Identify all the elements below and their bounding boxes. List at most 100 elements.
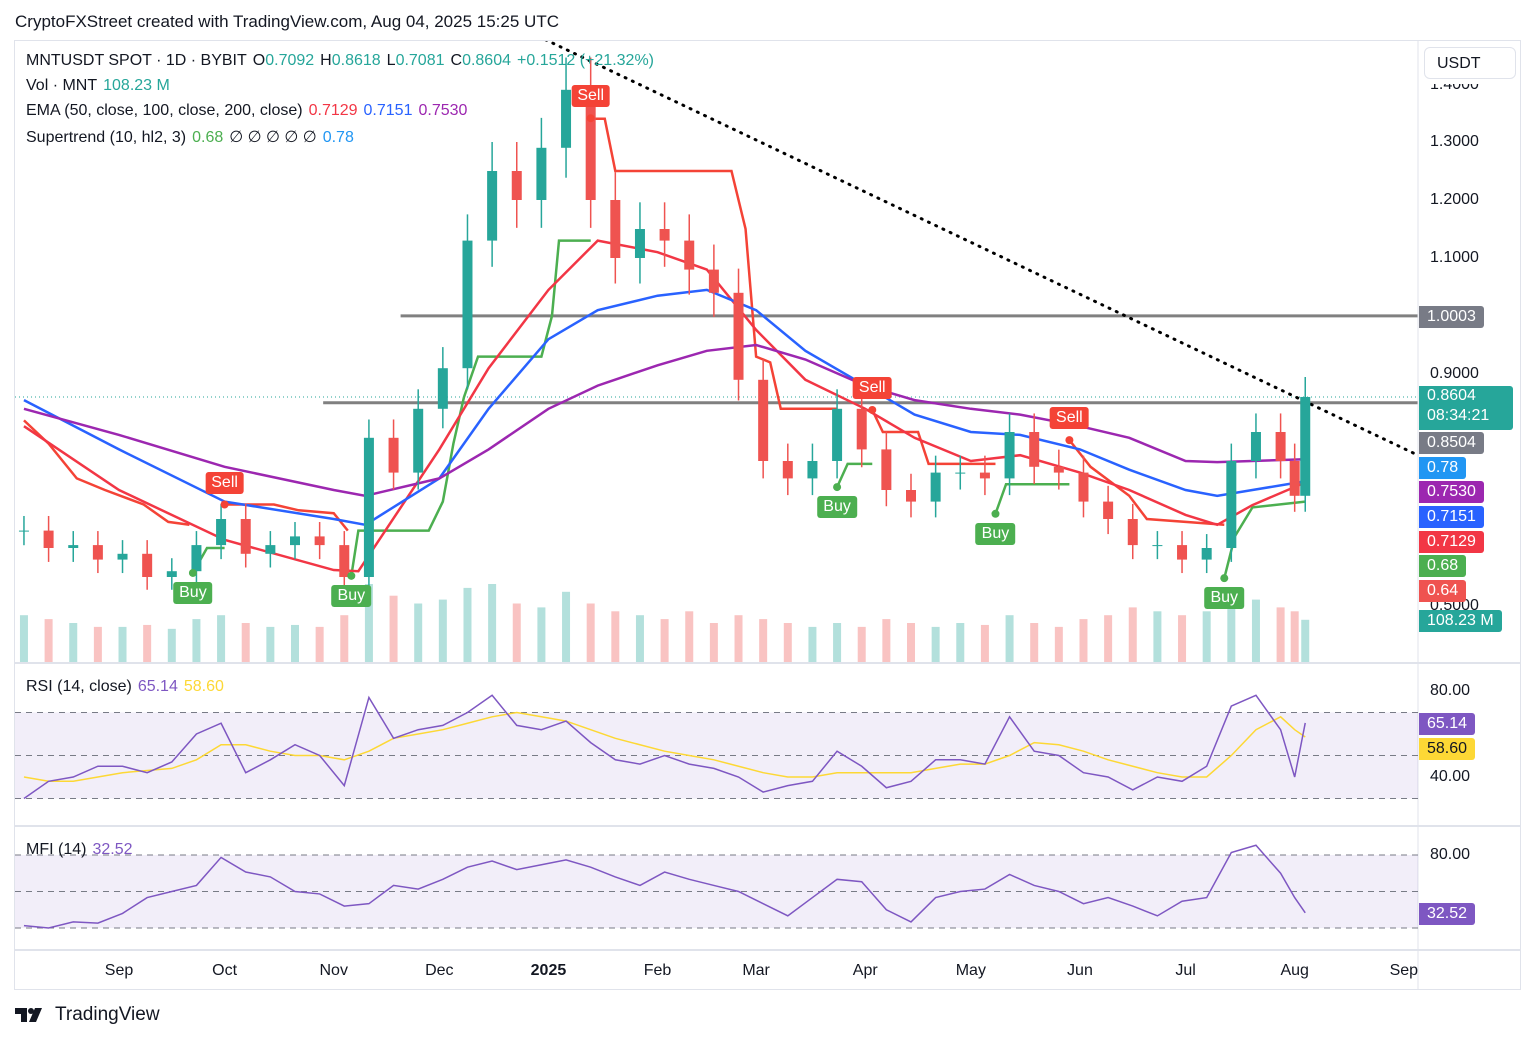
candle-body — [782, 461, 793, 479]
candle-body — [906, 490, 916, 502]
ema-label[interactable]: EMA (50, close, 100, close, 200, close) — [26, 102, 303, 119]
rsi-label[interactable]: RSI (14, close) — [26, 678, 132, 695]
ema100-line — [23, 288, 1306, 527]
mfi-label[interactable]: MFI (14) — [26, 841, 87, 858]
candle-body — [43, 530, 54, 548]
candle-body — [1103, 501, 1114, 519]
candle-body — [979, 472, 990, 479]
candle-body — [1152, 545, 1163, 547]
last-price-tag: 0.8604 08:34:21 — [1419, 386, 1513, 430]
volume-bar — [635, 615, 644, 662]
rsi-tick: 80.00 — [1430, 682, 1471, 699]
candle-body — [1201, 548, 1212, 560]
candle-body — [1127, 519, 1138, 546]
volume-bar — [389, 595, 398, 662]
candle-body — [585, 89, 596, 200]
level-tag-high: 1.0003 — [1419, 306, 1484, 328]
buy-signal-label: Buy — [173, 581, 213, 604]
volume-bar — [808, 626, 817, 662]
supertrend-up-value: 0.68 — [192, 129, 224, 146]
candle-body — [1289, 461, 1300, 496]
sell-signal-label: Sell — [852, 376, 892, 399]
low-label: L — [386, 52, 396, 69]
volume-bar — [1104, 615, 1113, 662]
low-value: 0.7081 — [395, 52, 445, 69]
volume-bar — [759, 619, 768, 662]
supertrend-down-line — [871, 409, 996, 466]
time-tick: Feb — [643, 962, 672, 979]
close-label: C — [450, 52, 463, 69]
volume-bar — [660, 619, 669, 662]
candle-body — [634, 229, 645, 258]
time-tick: Sep — [1389, 962, 1419, 979]
open-label: O — [252, 52, 266, 69]
currency-button[interactable]: USDT — [1424, 47, 1516, 79]
mfi-tick: 80.00 — [1430, 846, 1471, 863]
volume-bar — [167, 628, 176, 662]
signal-marker-dot — [188, 568, 197, 577]
volume-bar — [241, 623, 250, 662]
supertrend-legend: Supertrend (10, hl2, 3) 0.68 ∅ ∅ ∅ ∅ ∅ 0.78 — [26, 127, 360, 147]
supertrend-down-line — [590, 117, 838, 411]
volume-label[interactable]: Vol · MNT — [26, 77, 98, 94]
supertrend-up-tag: 0.68 — [1419, 555, 1467, 577]
volume-bar — [734, 615, 743, 662]
candle-body — [363, 437, 374, 577]
candle-body — [1078, 472, 1089, 502]
volume-bar — [562, 591, 571, 662]
volume-bar — [980, 624, 989, 662]
candle-body — [807, 461, 818, 479]
close-value: 0.8604 — [462, 52, 511, 69]
sell-signal-label: Sell — [205, 471, 244, 494]
ema-legend: EMA (50, close, 100, close, 200, close) 0… — [26, 102, 473, 120]
volume-bar — [611, 611, 620, 662]
volume-value: 108.23 M — [103, 77, 170, 94]
candle-body — [191, 545, 202, 572]
volume-bar — [44, 619, 53, 662]
supertrend-label[interactable]: Supertrend (10, hl2, 3) — [26, 129, 187, 146]
supertrend-last-tag: 0.64 — [1419, 580, 1467, 602]
volume-bar — [19, 615, 28, 662]
candle-body — [388, 437, 399, 473]
signal-marker-dot — [347, 571, 356, 580]
volume-bar — [1153, 611, 1162, 662]
time-tick: Sep — [104, 962, 134, 979]
volume-bar — [217, 615, 226, 662]
candle-body — [240, 519, 251, 554]
candle-body — [462, 240, 473, 369]
supertrend-down-line — [1068, 439, 1225, 527]
candle-body — [1004, 432, 1015, 479]
candle-body — [290, 536, 300, 546]
high-value: 0.8618 — [331, 52, 381, 69]
mfi-legend: MFI (14) 32.52 — [26, 841, 139, 859]
volume-bar — [1005, 615, 1014, 662]
supertrend-up-line — [1223, 500, 1306, 579]
symbol-name[interactable]: MNTUSDT SPOT · 1D · BYBIT — [26, 52, 247, 69]
volume-bar — [192, 619, 201, 662]
change-value: +0.1512 (+21.32%) — [517, 52, 654, 69]
volume-bar — [118, 626, 127, 662]
volume-bar — [143, 624, 152, 662]
candle-body — [1029, 432, 1040, 467]
time-tick: Nov — [319, 962, 348, 979]
volume-bar — [882, 619, 891, 662]
volume-bar — [685, 611, 694, 662]
candle-body — [733, 292, 744, 380]
buy-signal-label: Buy — [817, 496, 857, 519]
tradingview-logo[interactable]: TradingView — [15, 1004, 160, 1026]
rsi-ma-line — [23, 711, 1306, 783]
volume-bar — [709, 623, 718, 662]
signal-marker-dot — [1220, 574, 1229, 583]
signal-marker-dot — [586, 114, 595, 123]
buy-signal-label: Buy — [331, 584, 372, 607]
signal-marker-dot — [868, 405, 877, 414]
candle-body — [1226, 461, 1237, 548]
open-value: 0.7092 — [265, 52, 315, 69]
candle-body — [561, 89, 572, 148]
chart-frame — [14, 40, 1521, 990]
volume-legend: Vol · MNT 108.23 M — [26, 77, 176, 95]
volume-bar — [907, 623, 915, 662]
candle-body — [758, 379, 769, 461]
price-pane — [15, 41, 1418, 662]
